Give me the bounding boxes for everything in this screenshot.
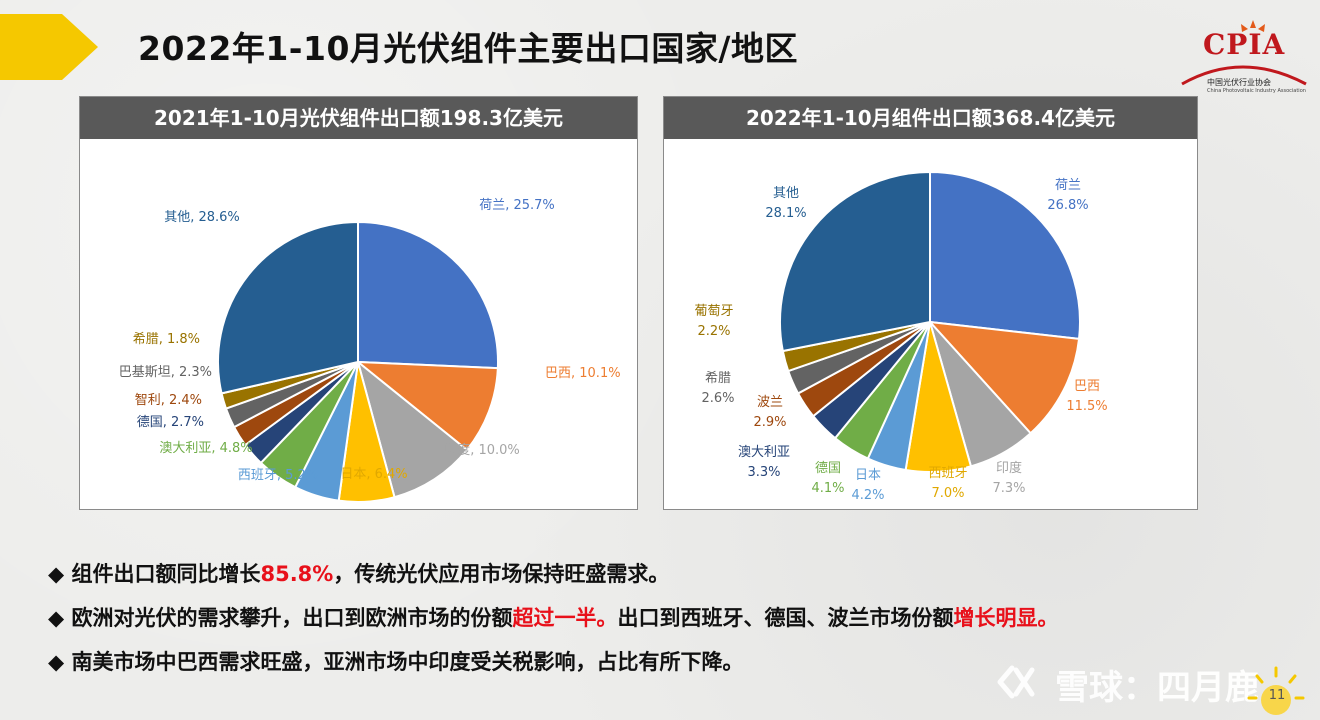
page-title: 2022年1-10月光伏组件主要出口国家/地区 [138, 29, 798, 68]
bullet-text: ，传统光伏应用市场保持旺盛需求。 [333, 562, 670, 586]
bullet-highlight: 增长明显。 [953, 606, 1059, 630]
slice-category-label: 西班牙 [928, 466, 967, 481]
bullet-highlight: 85.8% [260, 562, 334, 586]
slice-data-label: 智利, 2.4% [135, 393, 202, 408]
bullet-marker: ◆ [48, 650, 65, 674]
slice-data-label: 巴基斯坦, 2.3% [119, 365, 212, 380]
title-arrow-icon [0, 14, 98, 80]
bullet-item: ◆ 南美市场中巴西需求旺盛，亚洲市场中印度受关税影响，占比有所下降。 [48, 644, 1058, 688]
slice-data-label: 巴西, 10.1% [545, 366, 621, 381]
slice-category-label: 希腊 [705, 371, 731, 386]
pie-chart-2021: 荷兰, 25.7% 巴西, 10.1% 印度, 10.0% 日本, 6.4% 西班牙, … [119, 198, 621, 503]
chart-title-2021: 2021年1-10月光伏组件出口额198.3亿美元 [80, 97, 637, 139]
pie-slice [779, 170, 931, 353]
logo-subtitle-en: China Photovoltaic Industry Association [1207, 88, 1306, 94]
chart-panel-2022: 2022年1-10月组件出口额368.4亿美元 荷兰 26.8% 巴西 11.5% 印度… [663, 96, 1198, 510]
bullet-text: 南美市场中巴西需求旺盛，亚洲市场中印度受关税影响，占比有所下降。 [71, 650, 744, 674]
slice-category-label: 日本 [855, 468, 881, 483]
slice-value-label: 28.1% [765, 206, 806, 221]
slice-value-label: 4.1% [811, 481, 844, 496]
pie-slice [355, 360, 499, 452]
pie-slice [356, 359, 469, 499]
bullet-text: 出口到西班牙、德国、波兰市场份额 [617, 606, 954, 630]
bullet-marker: ◆ [48, 562, 65, 586]
slice-category-label: 其他 [773, 186, 799, 201]
chart-panel-2021: 2021年1-10月光伏组件出口额198.3亿美元 荷兰, 25.7% 巴西, 1… [79, 96, 638, 510]
slice-value-label: 7.3% [992, 481, 1025, 496]
slice-value-label: 26.8% [1047, 198, 1088, 213]
cpia-logo-icon [1181, 20, 1307, 86]
logo-text: CPIA [1203, 28, 1286, 61]
bullet-marker: ◆ [48, 606, 65, 630]
slice-category-label: 葡萄牙 [694, 304, 733, 319]
arrow-shape [0, 14, 98, 80]
slice-data-label: 印度, 10.0% [444, 442, 520, 458]
pie-slice [217, 220, 359, 395]
slice-data-label: 德国, 2.7% [137, 415, 204, 430]
slice-value-label: 3.3% [747, 465, 780, 480]
slice-data-label: 荷兰, 25.7% [479, 198, 555, 213]
pie-slice [929, 170, 1081, 341]
slice-category-label: 巴西 [1074, 379, 1100, 394]
slice-value-label: 2.6% [701, 391, 734, 406]
bullet-item: ◆ 欧洲对光伏的需求攀升，出口到欧洲市场的份额超过一半。出口到西班牙、德国、波兰… [48, 600, 1058, 644]
slice-value-label: 4.2% [851, 488, 884, 503]
slice-data-label: 西班牙, 5.2% [238, 468, 318, 483]
slice-category-label: 德国 [815, 461, 841, 476]
slice-value-label: 11.5% [1066, 399, 1107, 414]
sun-icon [1247, 666, 1305, 715]
pie-slice [927, 320, 1081, 435]
slice-value-label: 7.0% [931, 486, 964, 501]
slice-category-label: 波兰 [757, 395, 783, 410]
page-number: 11 [1268, 688, 1286, 703]
watermark-text: 雪球：四月鹿 [1055, 668, 1259, 708]
bullet-highlight: 超过一半。 [512, 606, 618, 630]
slice-data-label: 澳大利亚, 4.8% [159, 440, 252, 456]
bullet-list: ◆ 组件出口额同比增长85.8%，传统光伏应用市场保持旺盛需求。 ◆ 欧洲对光伏… [48, 556, 1058, 688]
slice-category-label: 荷兰 [1055, 178, 1081, 193]
slice-category-label: 澳大利亚 [738, 444, 790, 460]
slice-data-label: 希腊, 1.8% [133, 332, 200, 347]
slice-data-label: 日本, 6.4% [340, 467, 407, 482]
pie-chart-2022: 荷兰 26.8% 巴西 11.5% 印度 7.3% 西班牙 7.0% 日本 4.2% 德国 4.1% 澳… [694, 170, 1108, 503]
watermark-logo-icon [997, 665, 1035, 699]
slice-value-label: 2.9% [753, 415, 786, 430]
chart-title-2022: 2022年1-10月组件出口额368.4亿美元 [664, 97, 1197, 139]
bullet-text: 欧洲对光伏的需求攀升，出口到欧洲市场的份额 [71, 606, 513, 630]
bullet-item: ◆ 组件出口额同比增长85.8%，传统光伏应用市场保持旺盛需求。 [48, 556, 1058, 600]
slice-category-label: 印度 [996, 460, 1022, 476]
pie-slice [357, 220, 499, 370]
slice-value-label: 2.2% [697, 324, 730, 339]
slice-data-label: 其他, 28.6% [164, 210, 240, 225]
bullet-text: 组件出口额同比增长 [71, 562, 261, 586]
logo-subtitle: 中国光伏行业协会 [1207, 78, 1271, 87]
